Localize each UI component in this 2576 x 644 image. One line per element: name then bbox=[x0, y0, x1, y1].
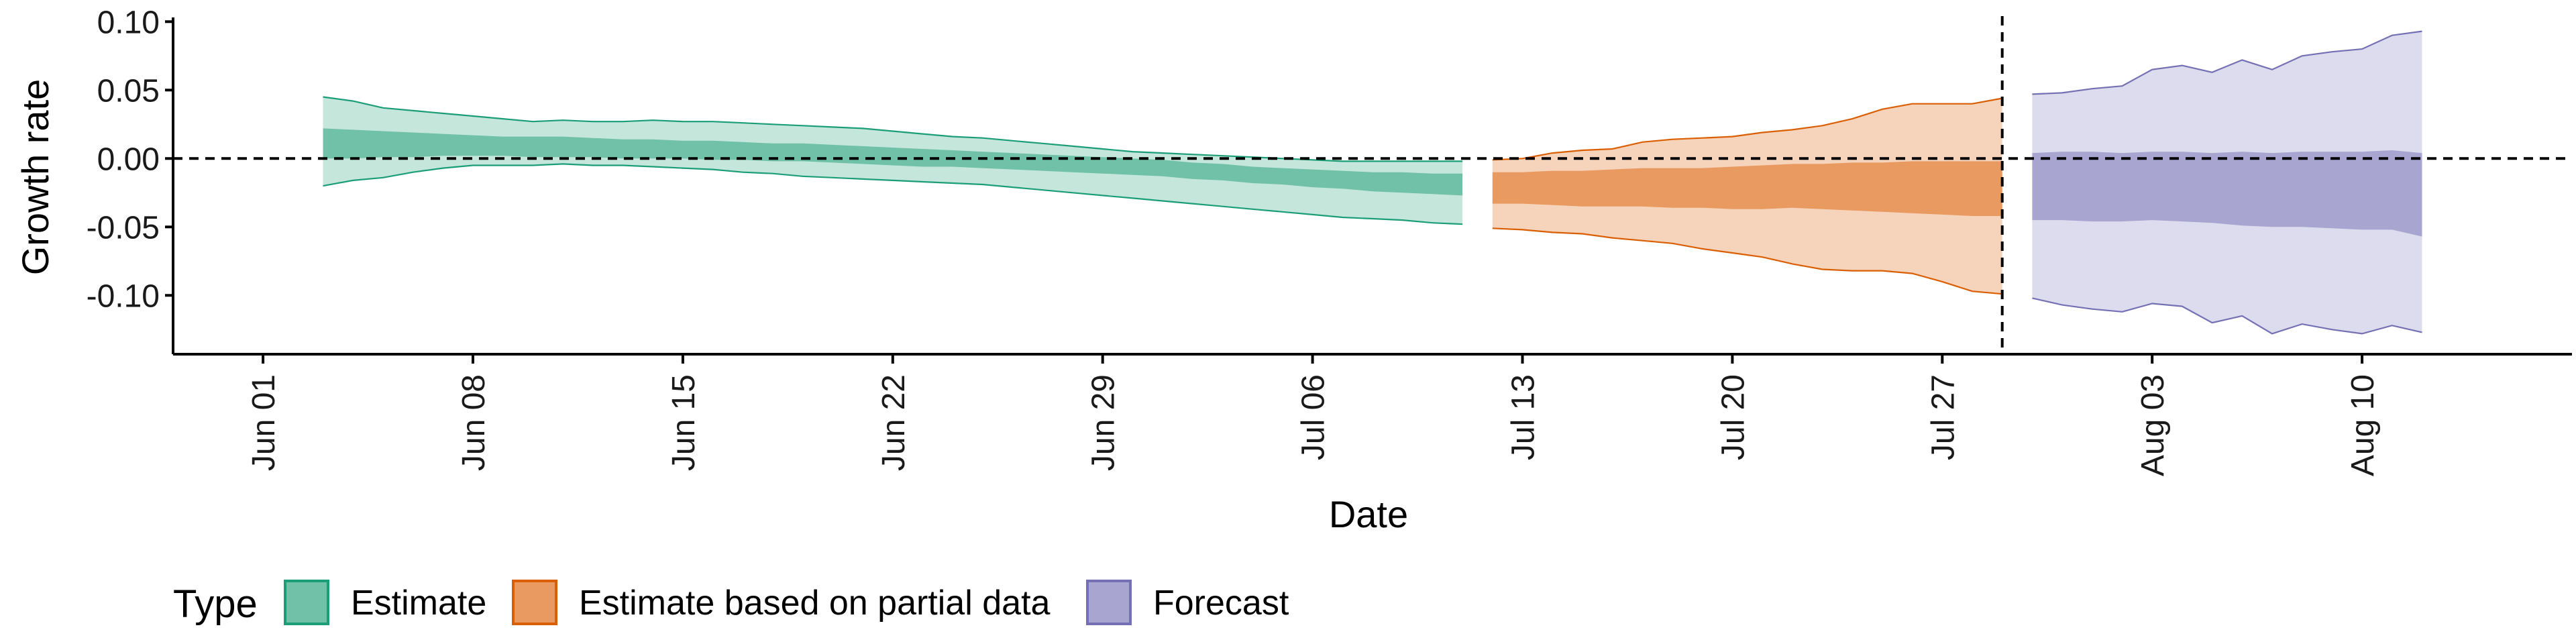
inner-band-forecast bbox=[2032, 150, 2422, 237]
axes-layer bbox=[172, 17, 2572, 356]
series-forecast bbox=[2032, 30, 2422, 335]
y-tick-label: -0.05 bbox=[87, 210, 160, 246]
lower-bound-line-forecast bbox=[2032, 297, 2422, 335]
series-estimate-based-on-partial-data bbox=[1492, 97, 2002, 295]
bands-layer bbox=[323, 30, 2422, 335]
y-tick-label: 0.10 bbox=[97, 5, 160, 40]
legend-title: Type bbox=[173, 582, 258, 626]
x-tick-label: Jul 13 bbox=[1506, 374, 1542, 460]
x-axis-ticks: Jun 01 Jun 08 Jun 15 Jun 22 Jun 29 Jul 06 Jul … bbox=[246, 354, 2381, 476]
series-estimate bbox=[323, 96, 1463, 225]
legend-label-forecast: Forecast bbox=[1153, 584, 1289, 623]
y-tick-label: 0.05 bbox=[97, 73, 160, 109]
lower-bound-line-estimate-based-on-partial-data bbox=[1492, 227, 2002, 295]
legend-key-forecast bbox=[1086, 580, 1132, 625]
legend: Type Estimate Estimate based on partial d… bbox=[173, 580, 1289, 626]
legend-entries: Estimate Estimate based on partial data Fo… bbox=[284, 580, 1289, 625]
x-tick-label: Aug 03 bbox=[2135, 374, 2171, 476]
y-axis-ticks: 0.10 0.05 0.00 -0.05 -0.10 bbox=[87, 5, 173, 314]
lower-bound-line-estimate bbox=[323, 163, 1463, 225]
upper-bound-line-forecast bbox=[2032, 30, 2422, 95]
x-tick-label: Jul 06 bbox=[1296, 374, 1332, 460]
legend-key-estimate-based-on-partial-data bbox=[512, 580, 557, 625]
x-tick-label: Jun 08 bbox=[456, 374, 492, 471]
y-tick-label: -0.10 bbox=[87, 278, 160, 314]
y-axis-title: Growth rate bbox=[14, 79, 56, 276]
x-tick-label: Jun 01 bbox=[246, 374, 282, 471]
x-tick-label: Jun 29 bbox=[1086, 374, 1122, 471]
inner-band-estimate bbox=[323, 128, 1463, 196]
upper-bound-line-estimate-based-on-partial-data bbox=[1492, 97, 2002, 161]
x-tick-label: Jul 20 bbox=[1715, 374, 1751, 460]
reference-layer bbox=[173, 16, 2572, 354]
x-axis-title: Date bbox=[1329, 493, 1408, 535]
legend-label-estimate: Estimate bbox=[351, 584, 486, 623]
y-tick-label: 0.00 bbox=[97, 142, 160, 177]
legend-key-estimate bbox=[284, 580, 329, 625]
x-tick-label: Jun 22 bbox=[876, 374, 912, 471]
x-tick-label: Aug 10 bbox=[2345, 374, 2381, 476]
x-tick-label: Jul 27 bbox=[1925, 374, 1961, 460]
legend-label-estimate-based-on-partial-data: Estimate based on partial data bbox=[579, 584, 1051, 623]
x-tick-label: Jun 15 bbox=[666, 374, 702, 471]
inner-band-estimate-based-on-partial-data bbox=[1492, 161, 2002, 216]
